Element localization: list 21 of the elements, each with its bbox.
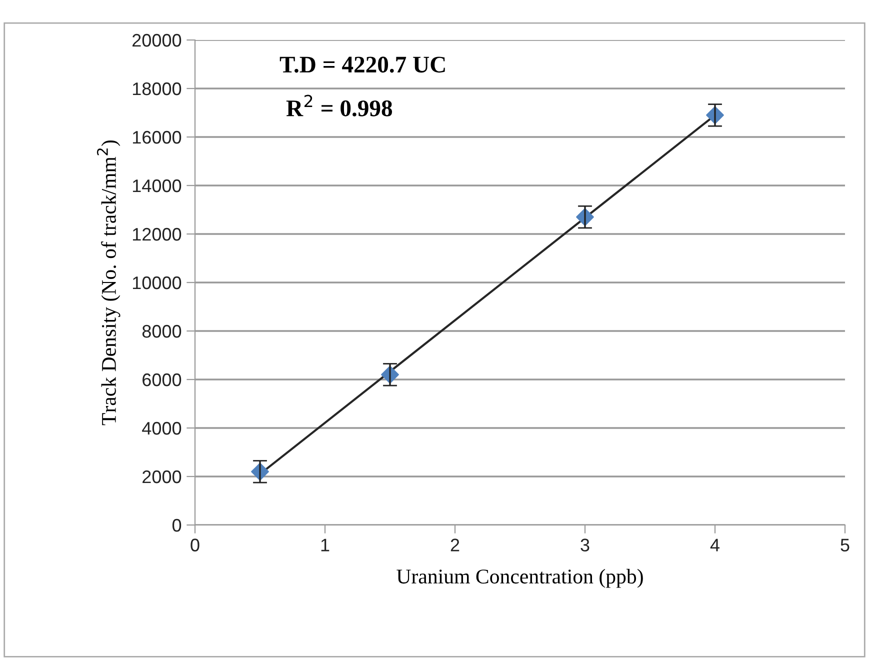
x-tick-label: 1 [321,538,330,552]
x-tick-label: 2 [450,538,460,552]
y-tick-label: 4000 [142,422,182,435]
x-tick-label: 5 [840,538,850,552]
annotation: R$^{2}$ = 0.998 [286,94,392,116]
x-tick-label: 4 [710,538,720,552]
y-tick-label: 0 [172,518,182,532]
y-tick-label: 10000 [132,276,182,290]
y-tick-label: 16000 [132,130,182,144]
x-tick-label: 0 [190,538,200,552]
x-tick-label: 3 [580,538,590,552]
y-tick-label: 14000 [132,179,182,192]
y-tick-label: 6000 [142,373,182,386]
x-axis-title: Uranium Concentration (ppb) [396,568,643,588]
y-axis-title: Track Density (No. of track/mm$^{2}$) [96,140,120,426]
y-tick-label: 12000 [132,228,182,241]
y-tick-label: 18000 [132,82,182,96]
y-tick-label: 20000 [132,34,182,47]
y-tick-label: 2000 [142,470,182,484]
annotation: T.D = 4220.7 UC [280,56,445,73]
y-tick-label: 8000 [142,324,182,338]
